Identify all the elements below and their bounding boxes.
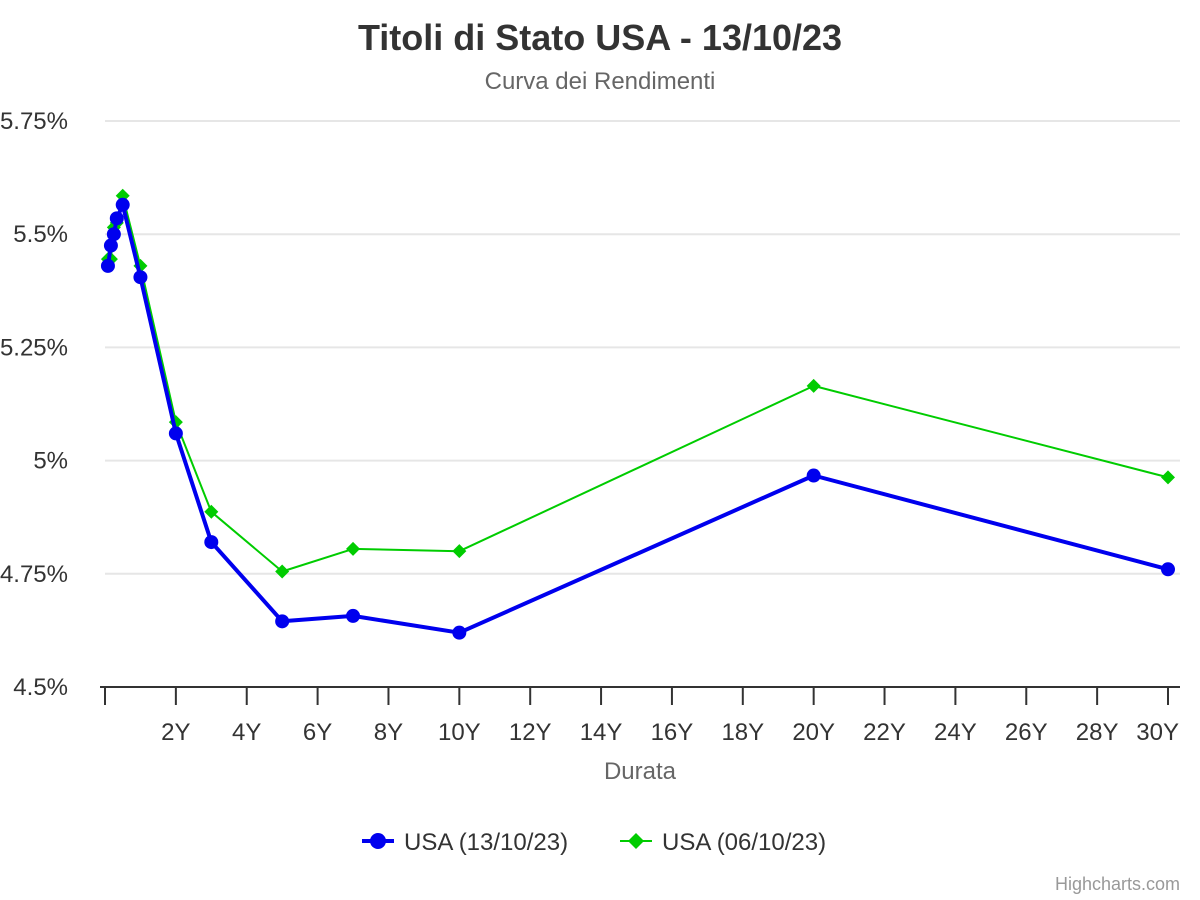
y-tick-label: 5.5%: [13, 221, 68, 248]
x-tick-label: 2Y: [161, 719, 190, 746]
x-tick-label: 6Y: [303, 719, 332, 746]
data-point: [100, 258, 115, 273]
y-tick-label: 4.75%: [0, 561, 68, 588]
x-tick-label: 16Y: [651, 719, 694, 746]
data-point: [103, 238, 118, 253]
data-point: [452, 544, 467, 559]
x-axis-title: Durata: [604, 758, 677, 785]
data-point: [204, 535, 219, 550]
chart-title: Titoli di Stato USA - 13/10/23: [358, 17, 842, 58]
legend: USA (13/10/23) USA (06/10/23): [362, 829, 826, 856]
x-tick-label: 14Y: [580, 719, 623, 746]
gridlines: [105, 120, 1180, 575]
y-tick-label: 4.5%: [13, 674, 68, 701]
x-tick-label: 4Y: [232, 719, 261, 746]
legend-item-usa-06-10-23[interactable]: USA (06/10/23): [620, 829, 826, 856]
data-point: [115, 197, 130, 212]
x-tick-label: 26Y: [1005, 719, 1048, 746]
data-point: [452, 625, 467, 640]
data-point: [806, 468, 821, 483]
legend-item-usa-13-10-23[interactable]: USA (13/10/23): [362, 829, 568, 856]
y-tick-label: 5.75%: [0, 108, 68, 135]
legend-marker: [628, 833, 644, 849]
x-tick-label: 18Y: [721, 719, 764, 746]
data-point: [346, 541, 361, 556]
series-usa-06-10-23: [100, 188, 1175, 579]
x-tick-label: 8Y: [374, 719, 403, 746]
data-point: [168, 426, 183, 441]
series-layer: [100, 188, 1175, 640]
series-line: [105, 202, 1170, 635]
x-tick-label: 28Y: [1076, 719, 1119, 746]
data-point: [275, 564, 290, 579]
x-tick-label: 30Y: [1136, 719, 1179, 746]
x-tick-label: 24Y: [934, 719, 977, 746]
data-point: [204, 504, 219, 519]
data-point: [346, 608, 361, 623]
data-point: [133, 270, 148, 285]
y-tick-label: 5.25%: [0, 334, 68, 361]
data-point: [806, 378, 821, 393]
chart-subtitle: Curva dei Rendimenti: [485, 68, 716, 95]
x-tick-label: 10Y: [438, 719, 481, 746]
data-point: [1161, 470, 1175, 485]
data-point: [275, 614, 290, 629]
x-tick-label: 20Y: [792, 719, 835, 746]
data-point: [1161, 562, 1175, 577]
y-tick-label: 5%: [33, 448, 68, 475]
x-tick-label: 22Y: [863, 719, 906, 746]
legend-label: USA (13/10/23): [404, 829, 568, 856]
x-axis: 2Y 4Y 6Y 8Y 10Y 12Y 14Y 16Y 18Y 20Y 22Y 24Y 26Y 28Y 30…: [100, 686, 1180, 746]
legend-label: USA (06/10/23): [662, 829, 826, 856]
series-usa-13-10-23: [100, 197, 1175, 640]
data-point: [106, 227, 121, 242]
credits-text[interactable]: Highcharts.com: [1055, 874, 1180, 894]
x-tick-label: 12Y: [509, 719, 552, 746]
series-line: [106, 194, 1169, 573]
data-point: [109, 211, 124, 226]
legend-marker: [370, 833, 386, 849]
y-axis-labels: 4.5% 4.75% 5% 5.25% 5.5% 5.75%: [0, 108, 68, 701]
